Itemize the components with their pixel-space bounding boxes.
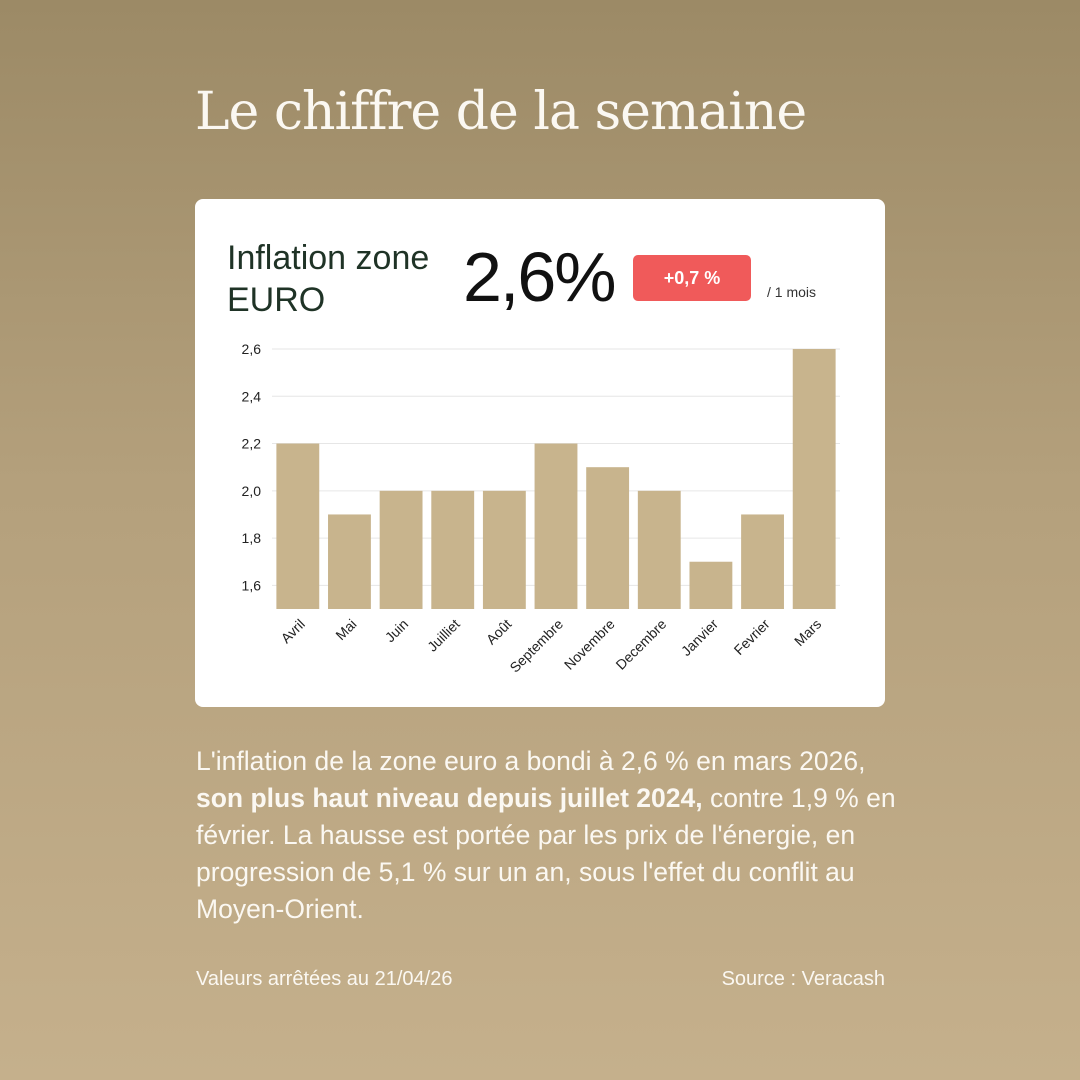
bar-avril — [276, 443, 320, 609]
y-tick-label: 2,4 — [242, 388, 262, 404]
metric-name: Inflation zone EURO — [227, 237, 429, 321]
x-tick-label: Septembre — [506, 616, 566, 676]
bar-decembre — [637, 490, 681, 609]
body-text-part2: contre 1,9 % en février. La hausse est p… — [196, 783, 896, 924]
inflation-card: Inflation zone EURO 2,6% +0,7 % / 1 mois… — [195, 199, 885, 707]
y-tick-label: 2,0 — [242, 483, 262, 499]
bar-juin — [379, 490, 423, 609]
inflation-bar-chart: 1,6 1,8 2,0 2,2 2,4 2,6 Avril Mai Juin Juilliet Ao… — [242, 341, 840, 676]
x-tick-label: Juin — [382, 616, 411, 645]
y-tick-label: 1,6 — [242, 577, 262, 593]
change-badge: +0,7 % — [633, 255, 751, 301]
bar-mars — [792, 349, 836, 609]
x-tick-label: Mai — [332, 616, 359, 643]
metric-name-line1: Inflation zone — [227, 239, 430, 277]
body-text-bold: son plus haut niveau depuis juillet 2024… — [196, 783, 703, 813]
bar-septembre — [534, 443, 578, 609]
x-tick-label: Fevrier — [731, 616, 773, 658]
footer-source: Source : Veracash — [721, 968, 885, 990]
x-tick-label: Juilliet — [424, 616, 463, 655]
metric-name-line2: EURO — [227, 281, 326, 319]
y-tick-label: 2,2 — [242, 436, 262, 452]
x-tick-label: Avril — [278, 616, 308, 646]
bar-août — [482, 490, 526, 609]
bar-janvier — [689, 561, 733, 609]
metric-value: 2,6% — [463, 238, 617, 316]
bar-novembre — [586, 467, 630, 609]
y-tick-label: 2,6 — [242, 341, 262, 357]
x-tick-label: Janvier — [678, 616, 721, 659]
y-tick-label: 1,8 — [242, 530, 262, 546]
body-text-part1: L'inflation de la zone euro a bondi à 2,… — [196, 746, 866, 776]
x-tick-label: Mars — [791, 616, 824, 649]
bar-juilliet — [431, 490, 475, 609]
period-label: / 1 mois — [767, 284, 817, 300]
page-title: Le chiffre de la semaine — [195, 82, 807, 142]
body-paragraph: L'inflation de la zone euro a bondi à 2,… — [196, 743, 896, 928]
footer-date: Valeurs arrêtées au 21/04/26 — [196, 968, 453, 990]
bar-fevrier — [741, 514, 784, 609]
x-tick-label: Decembre — [612, 616, 669, 673]
bar-mai — [328, 514, 371, 609]
x-tick-label: Août — [483, 616, 515, 648]
x-tick-label: Novembre — [561, 616, 618, 673]
